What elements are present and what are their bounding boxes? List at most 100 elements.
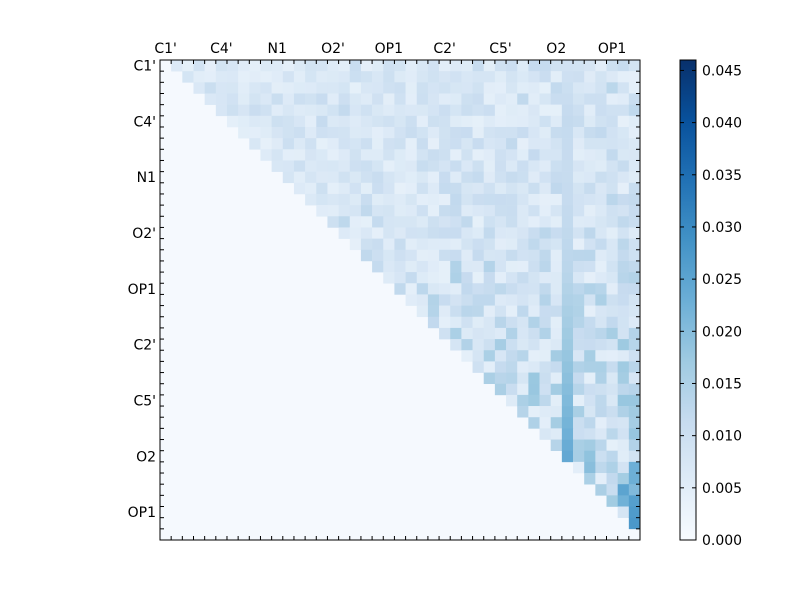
heatmap-cell: [327, 205, 339, 217]
axis-ticks: [159, 59, 641, 541]
heatmap-cell: [539, 283, 551, 295]
heatmap-cell: [561, 149, 574, 161]
heatmap-cell: [372, 138, 384, 150]
heatmap-cell: [461, 216, 473, 228]
heatmap-cell: [528, 138, 540, 150]
heatmap-cell: [550, 305, 563, 318]
heatmap-cell: [472, 138, 485, 150]
heatmap-cell: [427, 272, 440, 284]
heatmap-cell: [584, 372, 596, 385]
heatmap-cell: [427, 71, 440, 83]
heatmap-cell: [427, 160, 440, 172]
heatmap-cell: [628, 484, 641, 496]
heatmap-cell: [338, 149, 351, 161]
heatmap-cell: [305, 193, 317, 206]
heatmap-cell: [628, 339, 641, 351]
heatmap-cell: [349, 182, 362, 195]
heatmap-cell: [204, 93, 217, 105]
heatmap-cell: [472, 216, 485, 228]
heatmap-cell: [450, 260, 462, 273]
heatmap-cell: [282, 82, 295, 94]
heatmap-cell: [338, 171, 351, 184]
heatmap-cell: [271, 71, 284, 83]
heatmap-cell: [472, 160, 485, 172]
heatmap-cell: [226, 71, 239, 83]
heatmap-cell: [461, 182, 473, 195]
heatmap-cell: [439, 205, 451, 217]
heatmap-cell: [293, 138, 306, 150]
heatmap-cell: [595, 339, 607, 351]
heatmap-cell: [439, 272, 451, 284]
heatmap-cell: [606, 126, 618, 139]
heatmap-cell: [539, 216, 551, 228]
heatmap-cell: [628, 406, 641, 418]
heatmap-cell: [517, 283, 529, 295]
heatmap-cell: [494, 71, 507, 83]
heatmap-cell: [595, 216, 607, 228]
heatmap-cell: [584, 171, 596, 184]
heatmap-cell: [349, 126, 362, 139]
heatmap-cell: [238, 82, 250, 94]
heatmap-cell: [595, 484, 607, 496]
heatmap-cell: [360, 71, 373, 83]
heatmap-cell: [617, 160, 630, 172]
heatmap-cell: [427, 115, 440, 128]
heatmap-cell: [461, 82, 473, 94]
heatmap-cell: [383, 238, 395, 251]
heatmap-cell: [260, 138, 272, 150]
heatmap-cell: [550, 383, 563, 396]
heatmap-cell: [517, 249, 529, 262]
heatmap-cell: [327, 149, 339, 161]
heatmap-cell: [416, 283, 429, 295]
heatmap-cell: [305, 115, 317, 128]
heatmap-cell: [561, 260, 574, 273]
heatmap-cell: [450, 93, 462, 105]
heatmap-cell: [528, 249, 540, 262]
heatmap-cell: [606, 450, 618, 463]
heatmap-cell: [282, 160, 295, 172]
heatmap-cell: [561, 238, 574, 251]
heatmap-cell: [539, 82, 551, 94]
colorbar-ticks: 0.000 0.005 0.010 0.015 0.020 0.025 0.030 0.035…: [680, 63, 742, 549]
heatmap-cell: [472, 126, 485, 139]
heatmap-cell: [506, 294, 518, 306]
heatmap-cell: [461, 193, 473, 206]
colorbar-tick-label: 0.035: [702, 168, 742, 184]
heatmap-cell: [528, 182, 540, 195]
heatmap-cell: [528, 294, 540, 306]
heatmap-cell: [584, 60, 596, 72]
heatmap-cell: [573, 126, 585, 139]
heatmap-cell: [595, 406, 607, 418]
heatmap-cell: [539, 361, 551, 373]
heatmap-cell: [617, 115, 630, 128]
heatmap-cell: [282, 104, 295, 117]
heatmap-cell: [561, 450, 574, 463]
heatmap-cell: [506, 238, 518, 251]
heatmap-cell: [584, 249, 596, 262]
heatmap-cell: [573, 372, 585, 385]
heatmap-cell: [316, 104, 328, 117]
heatmap-cell: [561, 126, 574, 139]
heatmap-cell: [550, 60, 563, 72]
heatmap-cell: [494, 216, 507, 228]
heatmap-cell: [450, 227, 462, 239]
y-tick-label: C5': [133, 393, 156, 409]
heatmap-cell: [517, 316, 529, 329]
heatmap-cell: [461, 205, 473, 217]
heatmap-cell: [595, 193, 607, 206]
heatmap-cell: [595, 428, 607, 440]
heatmap-cell: [617, 294, 630, 306]
heatmap-cell: [383, 249, 395, 262]
heatmap-cell: [193, 71, 205, 83]
heatmap-cell: [372, 60, 384, 72]
heatmap-cell: [617, 238, 630, 251]
heatmap-cell: [483, 316, 496, 329]
heatmap-cell: [472, 182, 485, 195]
heatmap-cell: [606, 104, 618, 117]
heatmap-cell: [584, 283, 596, 295]
x-tick-label: O2': [321, 41, 345, 57]
heatmap-cell: [628, 171, 641, 184]
heatmap-cell: [528, 316, 540, 329]
heatmap-cell: [595, 138, 607, 150]
heatmap-cell: [606, 138, 618, 150]
